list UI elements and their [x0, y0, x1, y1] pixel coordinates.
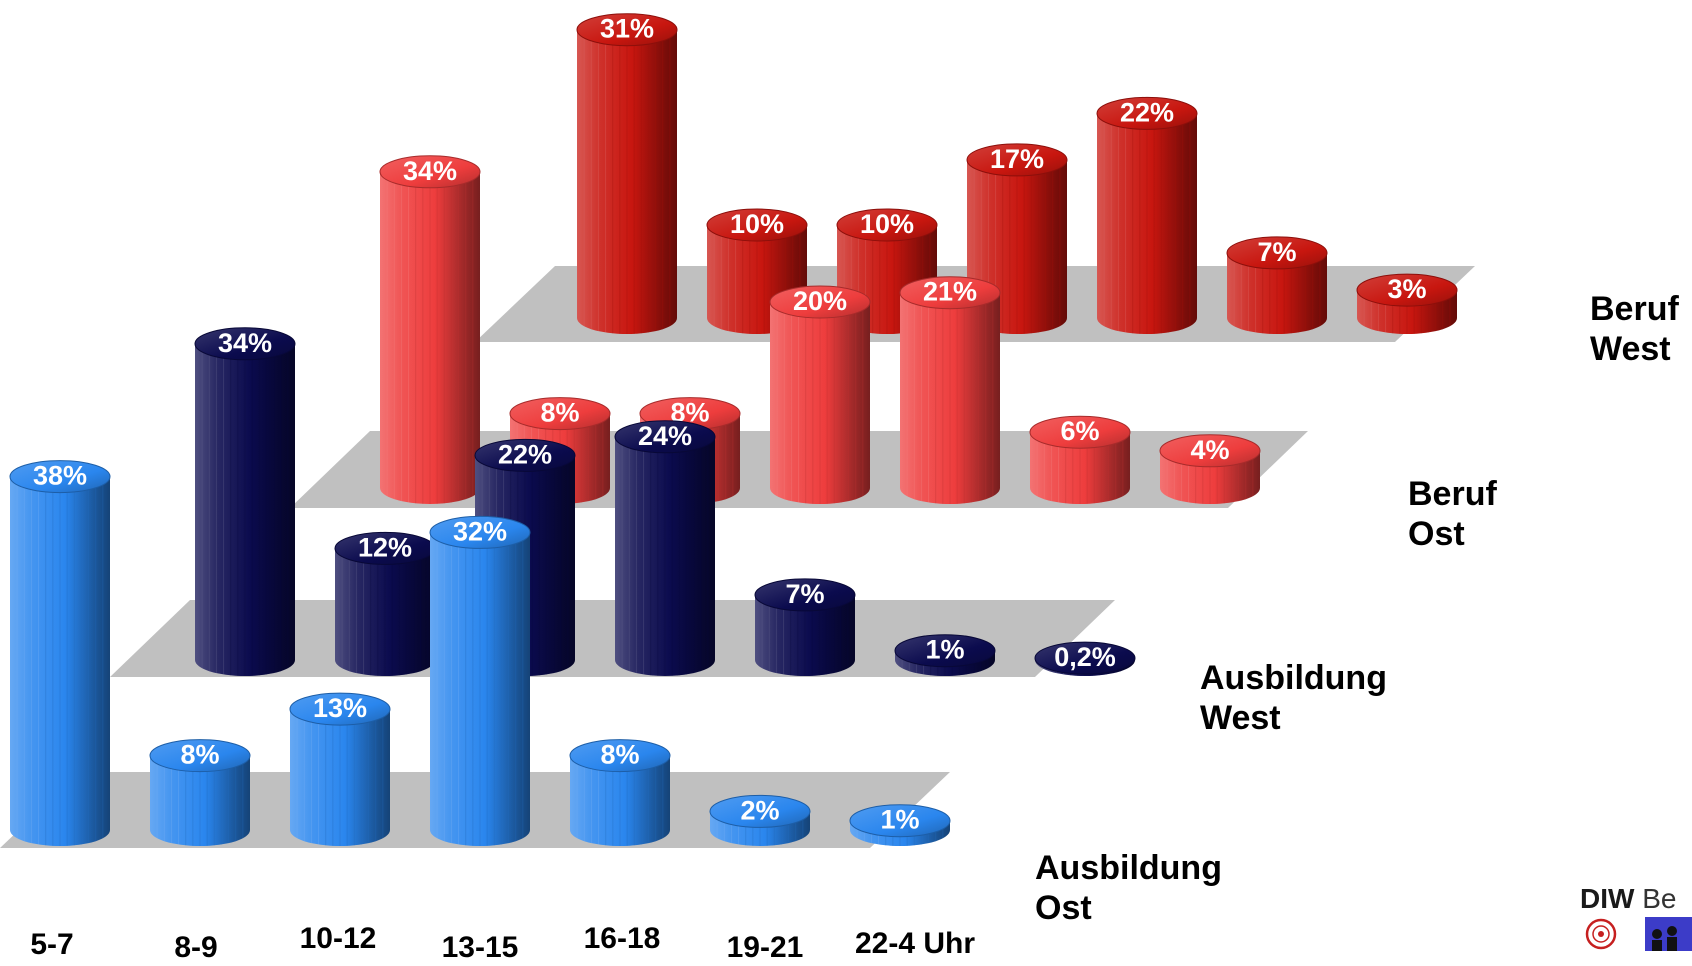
logo-text-bold: DIW	[1580, 883, 1635, 914]
bar-ausbildung-west-6	[1034, 641, 1136, 676]
value-label-ausbildung-west-4: 7%	[785, 579, 824, 609]
value-label-ausbildung-ost-0: 38%	[33, 461, 87, 491]
value-label-ausbildung-west-3: 24%	[638, 421, 692, 451]
value-label-beruf-ost-4: 21%	[923, 277, 977, 307]
value-label-beruf-west-0: 31%	[600, 14, 654, 44]
value-label-ausbildung-ost-6: 1%	[880, 805, 919, 835]
bar-ausbildung-west-4	[754, 578, 856, 676]
bar-beruf-west-6	[1356, 273, 1458, 334]
series-label-ausbildung-ost: Ausbildung Ost	[1035, 849, 1222, 927]
series-labels: Beruf West Beruf Ost Ausbildung West Ausbildun…	[1035, 290, 1679, 927]
bar-ausbildung-west-1	[334, 531, 436, 676]
value-label-ausbildung-ost-5: 2%	[740, 795, 779, 825]
bar-ausbildung-ost-0	[9, 460, 111, 846]
category-labels: 5-7 8-9 10-12 13-15 16-18 19-21 22-4 Uhr	[30, 922, 975, 964]
seal-icon	[1585, 918, 1617, 950]
category-label-2: 10-12	[300, 922, 377, 955]
value-label-beruf-ost-5: 6%	[1060, 416, 1099, 446]
value-label-beruf-ost-1: 8%	[540, 398, 579, 428]
value-label-beruf-west-1: 10%	[730, 209, 784, 239]
bar-ausbildung-ost-5	[709, 794, 811, 846]
bar-ausbildung-ost-6	[849, 804, 951, 846]
bar-ausbildung-west-0	[194, 327, 296, 676]
value-label-ausbildung-ost-2: 13%	[313, 693, 367, 723]
bar-ausbildung-ost-3	[429, 515, 531, 846]
category-label-0: 5-7	[30, 928, 73, 961]
category-label-4: 16-18	[584, 922, 661, 955]
category-label-5: 19-21	[727, 931, 804, 964]
bar-beruf-west-5	[1226, 236, 1328, 334]
category-label-6: 22-4 Uhr	[855, 927, 975, 960]
value-label-ausbildung-ost-1: 8%	[180, 740, 219, 770]
series-label-ausbildung-west: Ausbildung West	[1200, 659, 1387, 737]
bar-beruf-ost-6	[1159, 434, 1261, 504]
value-label-beruf-west-2: 10%	[860, 209, 914, 239]
value-label-ausbildung-ost-3: 32%	[453, 516, 507, 546]
bar-ausbildung-ost-4	[569, 739, 671, 846]
bar-ausbildung-west-5	[894, 634, 996, 676]
bar-beruf-ost-3	[769, 285, 871, 504]
category-label-1: 8-9	[174, 931, 217, 964]
bar-ausbildung-ost-1	[149, 739, 251, 846]
value-label-ausbildung-ost-4: 8%	[600, 740, 639, 770]
value-label-ausbildung-west-5: 1%	[925, 635, 964, 665]
value-label-beruf-ost-0: 34%	[403, 156, 457, 186]
value-label-beruf-ost-3: 20%	[793, 286, 847, 316]
people-icon	[1645, 917, 1692, 951]
category-label-3: 13-15	[442, 931, 519, 964]
value-label-beruf-ost-6: 4%	[1190, 435, 1229, 465]
diw-logo: DIW Be	[1580, 883, 1692, 951]
value-label-beruf-west-4: 22%	[1120, 97, 1174, 127]
value-label-beruf-west-6: 3%	[1387, 274, 1426, 304]
value-label-ausbildung-west-2: 22%	[498, 439, 552, 469]
bar-beruf-west-4	[1096, 96, 1198, 335]
series-label-beruf-ost: Beruf Ost	[1408, 475, 1497, 553]
value-label-beruf-west-3: 17%	[990, 144, 1044, 174]
value-label-ausbildung-west-1: 12%	[358, 532, 412, 562]
bar-beruf-ost-4	[899, 276, 1001, 504]
logo-text-rest: Be	[1642, 883, 1676, 914]
bar-beruf-ost-5	[1029, 415, 1131, 504]
value-label-beruf-west-5: 7%	[1257, 237, 1296, 267]
logo-text: DIW Be	[1580, 883, 1676, 914]
series-label-beruf-west: Beruf West	[1590, 290, 1679, 368]
value-label-ausbildung-west-6: 0,2%	[1054, 642, 1116, 672]
bar-ausbildung-west-3	[614, 420, 716, 676]
value-label-ausbildung-west-0: 34%	[218, 328, 272, 358]
bar-beruf-west-0	[576, 13, 678, 334]
bar-group: 31% 10% 10% 17% 22% 7% 3% 34% 8% 8% 20% 21% 6% 4% 34% 1…	[9, 13, 1458, 846]
bar-ausbildung-ost-2	[289, 692, 391, 846]
bar-beruf-ost-0	[379, 155, 481, 504]
